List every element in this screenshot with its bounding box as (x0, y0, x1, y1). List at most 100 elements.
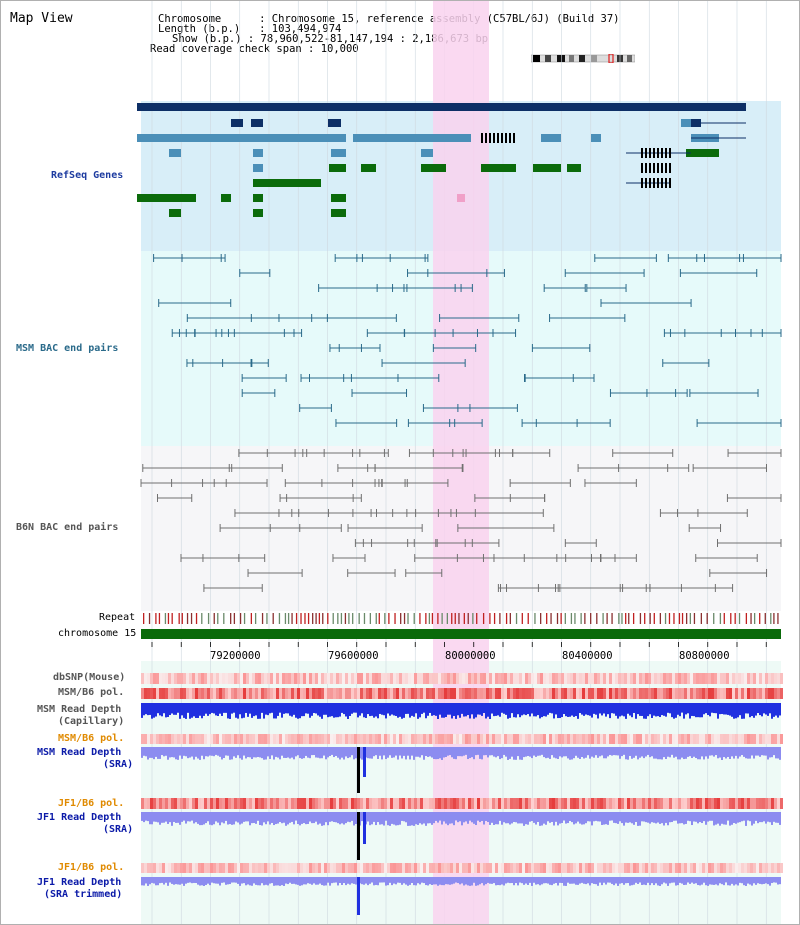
jf1-b6-pol2-cell (273, 863, 276, 873)
jf1-b6-pol-cell (711, 798, 714, 809)
msm-depth-sra-bar (187, 747, 189, 759)
jf1-depth-trim-bar (191, 877, 193, 884)
msm-b6-pol-cell (234, 688, 237, 699)
jf1-depth-trim-bar (219, 877, 221, 886)
jf1-depth-trim-bar (419, 877, 421, 885)
msm-b6-pol2-cell (576, 734, 579, 744)
msm-depth-cap-bar (413, 703, 415, 717)
msm-depth-cap-bar (609, 703, 611, 719)
jf1-b6-pol2-cell (279, 863, 282, 873)
jf1-depth-sra-bar (493, 812, 495, 825)
msm-b6-pol-cell (258, 688, 261, 699)
msm-depth-cap-bar (553, 703, 555, 719)
jf1-depth-trim-bar (271, 877, 273, 884)
jf1-depth-trim-bar (553, 877, 555, 884)
msm-depth-cap-bar (249, 703, 251, 714)
jf1-depth-trim-bar (571, 877, 573, 884)
jf1-b6-pol2-cell (756, 863, 759, 873)
jf1-b6-pol-cell (519, 798, 522, 809)
repeat-element (266, 613, 268, 624)
msm-b6-pol-cell (345, 688, 348, 699)
msm-depth-sra-bar (333, 747, 335, 758)
jf1-b6-pol2-cell (282, 863, 285, 873)
msm-depth-cap-bar (565, 703, 567, 717)
jf1-b6-pol2-cell (708, 863, 711, 873)
msm-b6-pol-cell (609, 688, 612, 699)
msm-depth-sra-bar (395, 747, 397, 756)
jf1-depth-sra-bar (533, 812, 535, 823)
jf1-depth-trim-bar (471, 877, 473, 886)
msm-depth-sra-bar (435, 747, 437, 760)
jf1-b6-pol2-cell (654, 863, 657, 873)
msm-depth-cap-bar (147, 703, 149, 716)
msm-b6-pol-cell (213, 688, 216, 699)
track-label-jf1-depth-trim-2: (SRA trimmed) (44, 889, 123, 900)
dbsnp-cell (147, 673, 150, 684)
chromosome-ideogram[interactable] (531, 54, 635, 63)
jf1-depth-trim-bar (291, 877, 293, 884)
msm-depth-cap-bar (559, 703, 561, 719)
dbsnp-cell (195, 673, 198, 684)
jf1-depth-trim-bar (231, 877, 233, 883)
dbsnp-cell (546, 673, 549, 684)
jf1-depth-trim-bar (677, 877, 679, 886)
jf1-depth-sra-bar (691, 812, 693, 826)
msm-b6-pol2-cell (462, 734, 465, 744)
msm-b6-pol-cell (777, 688, 780, 699)
msm-depth-sra-bar (145, 747, 147, 757)
exon-tick (641, 163, 643, 173)
msm-b6-pol-cell (288, 688, 291, 699)
jf1-b6-pol-cell (549, 798, 552, 809)
msm-b6-pol-cell (528, 688, 531, 699)
msm-b6-pol2-cell (276, 734, 279, 744)
msm-b6-pol-cell (273, 688, 276, 699)
msm-depth-sra-bar (613, 747, 615, 756)
msm-b6-pol2-cell (630, 734, 633, 744)
msm-b6-pol-cell (141, 688, 144, 699)
msm-b6-pol2-cell (270, 734, 273, 744)
repeat-element (284, 613, 287, 624)
jf1-depth-sra-bar (389, 812, 391, 826)
msm-b6-pol-cell (708, 688, 711, 699)
msm-depth-cap-bar (711, 703, 713, 713)
msm-depth-cap-bar (765, 703, 767, 715)
jf1-depth-sra-bar (195, 812, 197, 823)
jf1-depth-trim-bar (267, 877, 269, 886)
msm-depth-cap-bar (385, 703, 387, 719)
jf1-depth-sra-bar (423, 812, 425, 824)
jf1-depth-sra-bar (635, 812, 637, 822)
msm-b6-pol2-cell (417, 734, 420, 744)
msm-b6-pol-cell (543, 688, 546, 699)
msm-depth-sra-bar (403, 747, 405, 756)
msm-depth-sra-bar (669, 747, 671, 758)
msm-depth-cap-bar (721, 703, 723, 714)
jf1-depth-trim-bar (159, 877, 161, 884)
jf1-depth-trim-bar (217, 877, 219, 884)
msm-b6-pol2-cell (774, 734, 777, 744)
jf1-b6-pol2-cell (624, 863, 627, 873)
exon-tick (669, 178, 671, 188)
track-label-jf1-depth-sra-2: (SRA) (103, 824, 134, 835)
jf1-b6-pol-cell (144, 798, 147, 809)
msm-depth-sra-bar (151, 747, 153, 758)
msm-depth-sra-bar (385, 747, 387, 760)
dbsnp-cell (381, 673, 384, 684)
msm-depth-cap-bar (445, 703, 447, 718)
jf1-depth-trim-bar (515, 877, 517, 884)
jf1-b6-pol-cell (762, 798, 765, 809)
jf1-depth-sra-bar (143, 812, 145, 823)
msm-b6-pol-cell (309, 688, 312, 699)
msm-b6-pol2-cell (363, 734, 366, 744)
msm-b6-pol-cell (348, 688, 351, 699)
msm-b6-pol-cell (441, 688, 444, 699)
jf1-depth-sra-bar (429, 812, 431, 824)
msm-depth-cap-bar (337, 703, 339, 718)
jf1-depth-sra-bar (323, 812, 325, 826)
msm-b6-pol-cell (705, 688, 708, 699)
msm-b6-pol-cell (300, 688, 303, 699)
exon-tick (661, 178, 663, 188)
msm-depth-cap-bar (771, 703, 773, 719)
repeat-element (649, 613, 651, 624)
jf1-b6-pol-cell (363, 798, 366, 809)
